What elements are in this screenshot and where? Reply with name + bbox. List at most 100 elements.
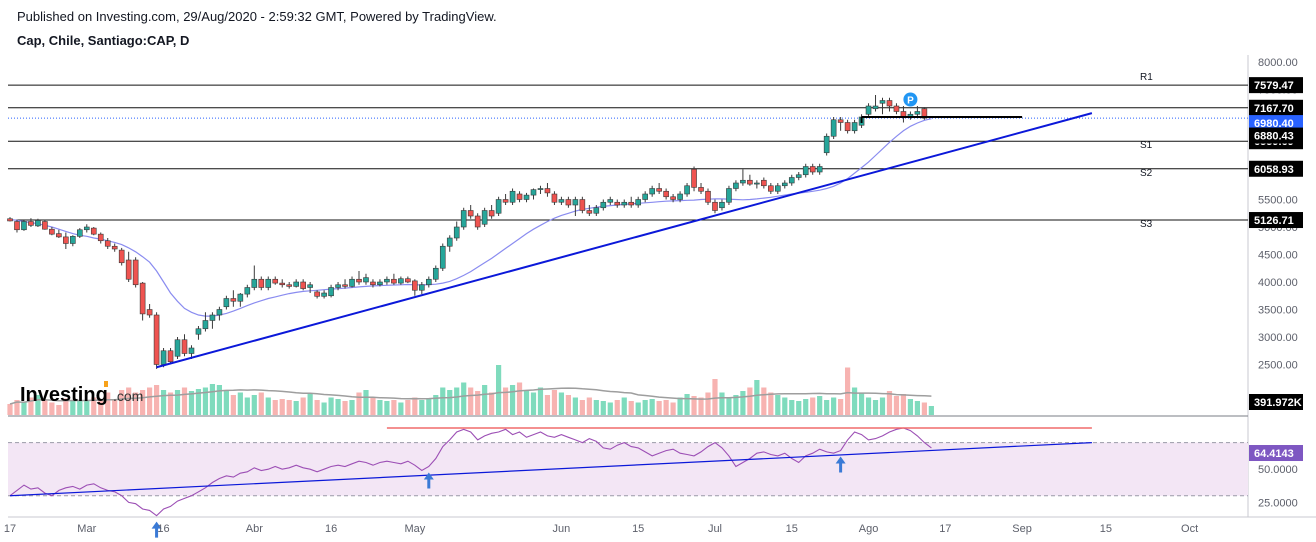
volume-bar [670,402,676,415]
rsi-band-layer [8,442,1248,497]
candle-body [677,193,683,200]
candle [195,326,202,340]
candle-body [809,166,816,173]
volume-bar [7,404,13,415]
candle-body [516,193,523,200]
volume-bar [698,397,704,415]
candle [537,185,544,194]
price-axis-label: 4000.00 [1258,277,1298,289]
volume-bar [803,399,809,415]
candle [279,279,286,288]
volume-bar [119,390,125,415]
volume-bar [426,399,432,415]
candle [558,196,565,205]
candle [837,117,844,131]
volume-bar [796,401,802,415]
pivot-price-tag-box [1249,160,1303,177]
candle [391,273,397,285]
volume-bar [810,397,816,415]
volume-bar [740,391,746,415]
volume-bar [391,400,397,415]
volume-bar [768,392,774,415]
volume-bar [160,390,167,415]
volume-bar [726,397,732,415]
candle [251,265,258,291]
candle [132,257,139,288]
candle-body [7,218,13,222]
candle-body [586,210,593,214]
volume-bar [907,399,914,415]
time-axis-label: Oct [1181,523,1198,535]
volume-bar [84,400,90,415]
candle-body [670,196,676,200]
rsi-band [8,442,1248,496]
candle [628,196,635,208]
candle-body [551,193,558,203]
volume-bar [719,392,725,415]
volume-bar [454,387,460,415]
candle-body [879,100,886,104]
rsi-line [9,427,932,517]
volume-bar [461,382,467,415]
volume-bar [858,392,865,415]
volume-bar [851,387,858,415]
rsi-axis-label: 25.0000 [1258,497,1298,509]
volume-bar [600,401,606,415]
up-arrow-icon [151,521,162,538]
candle [621,199,628,208]
candle [774,183,781,194]
candle [216,306,223,321]
candle-body [432,267,439,280]
candle [300,279,306,291]
volume-bar [831,397,837,415]
candle [356,271,362,285]
candle-body [251,278,258,288]
candle [188,345,195,359]
volume-bar [593,400,599,415]
candle-body [258,278,265,288]
candle [530,188,537,200]
candle [551,191,558,205]
candle-body [363,277,369,283]
candle [223,295,230,310]
candle-body [774,185,781,192]
candle-body [439,245,446,269]
time-axis-label: Mar [77,523,96,535]
volume-bar [335,399,341,415]
volume-bar [112,399,118,415]
candle [809,163,816,175]
candle [111,243,118,252]
volume-bar [412,397,418,415]
volume-bar [544,395,551,415]
volume-bar [628,401,634,415]
candle [879,97,886,115]
candle-body [181,339,188,354]
candle-body [921,108,928,119]
candle-body [265,278,272,288]
candle [726,185,732,205]
candle-body [272,278,279,284]
uptrend-line [156,112,1093,369]
candle-body [886,100,893,107]
average-price-tag: 6880.43 [1249,127,1303,144]
candle-layer [7,95,928,369]
volume-bar [405,400,411,415]
volume-layer [7,365,934,415]
pivot-price-tag-box [1249,99,1303,116]
volume-bar [754,380,760,415]
volume-bar [900,394,907,415]
candle-body [328,287,334,297]
candle-body [377,281,383,286]
volume-bar [272,400,278,415]
candle-body [188,347,195,354]
candle-body [495,199,502,214]
volume-bar [105,392,111,415]
candle [844,119,851,134]
price-tag-layer: 7579.477167.706559.696058.935126.716980.… [1249,77,1303,462]
volume-bar [258,392,264,415]
volume-bar [63,398,69,415]
candle-body [405,278,411,283]
candle-body [768,185,774,192]
candle-body [384,278,390,283]
